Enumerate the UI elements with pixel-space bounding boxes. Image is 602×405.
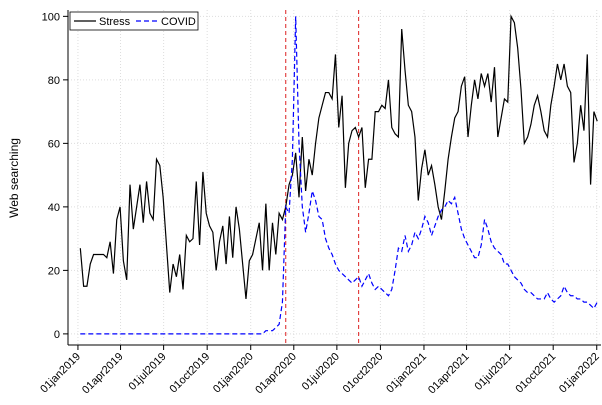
y-tick-label: 0 bbox=[54, 329, 60, 341]
legend-box bbox=[69, 11, 199, 31]
y-axis-label: Web searching bbox=[7, 138, 21, 218]
y-tick-label: 20 bbox=[48, 265, 60, 277]
y-tick-label: 100 bbox=[42, 11, 60, 23]
x-tick-label: 01apr2019 bbox=[80, 351, 126, 397]
x-tick-label: 01apr2020 bbox=[253, 351, 299, 397]
x-tick-label: 01jan2021 bbox=[384, 351, 429, 396]
y-tick-label: 40 bbox=[48, 202, 60, 214]
x-tick-label: 01jan2019 bbox=[38, 351, 83, 396]
x-tick-label: 01jan2020 bbox=[211, 351, 256, 396]
series-line bbox=[79, 14, 598, 300]
series-line bbox=[80, 16, 598, 335]
x-tick-label: 01jan2022 bbox=[557, 351, 602, 396]
x-tick-label: 01jul2021 bbox=[473, 351, 515, 393]
y-tick-label: 80 bbox=[48, 75, 60, 87]
x-tick-label: 01oct2020 bbox=[341, 351, 386, 396]
legend-label: COVID bbox=[161, 16, 196, 28]
x-tick-label: 01jul2020 bbox=[300, 351, 342, 393]
x-tick-label: 01oct2021 bbox=[513, 351, 558, 396]
x-tick-label: 01oct2019 bbox=[167, 351, 212, 396]
legend-label: Stress bbox=[99, 16, 131, 28]
x-tick-label: 01apr2021 bbox=[426, 351, 472, 397]
x-tick-label: 01jul2019 bbox=[127, 351, 169, 393]
y-tick-label: 60 bbox=[48, 138, 60, 150]
